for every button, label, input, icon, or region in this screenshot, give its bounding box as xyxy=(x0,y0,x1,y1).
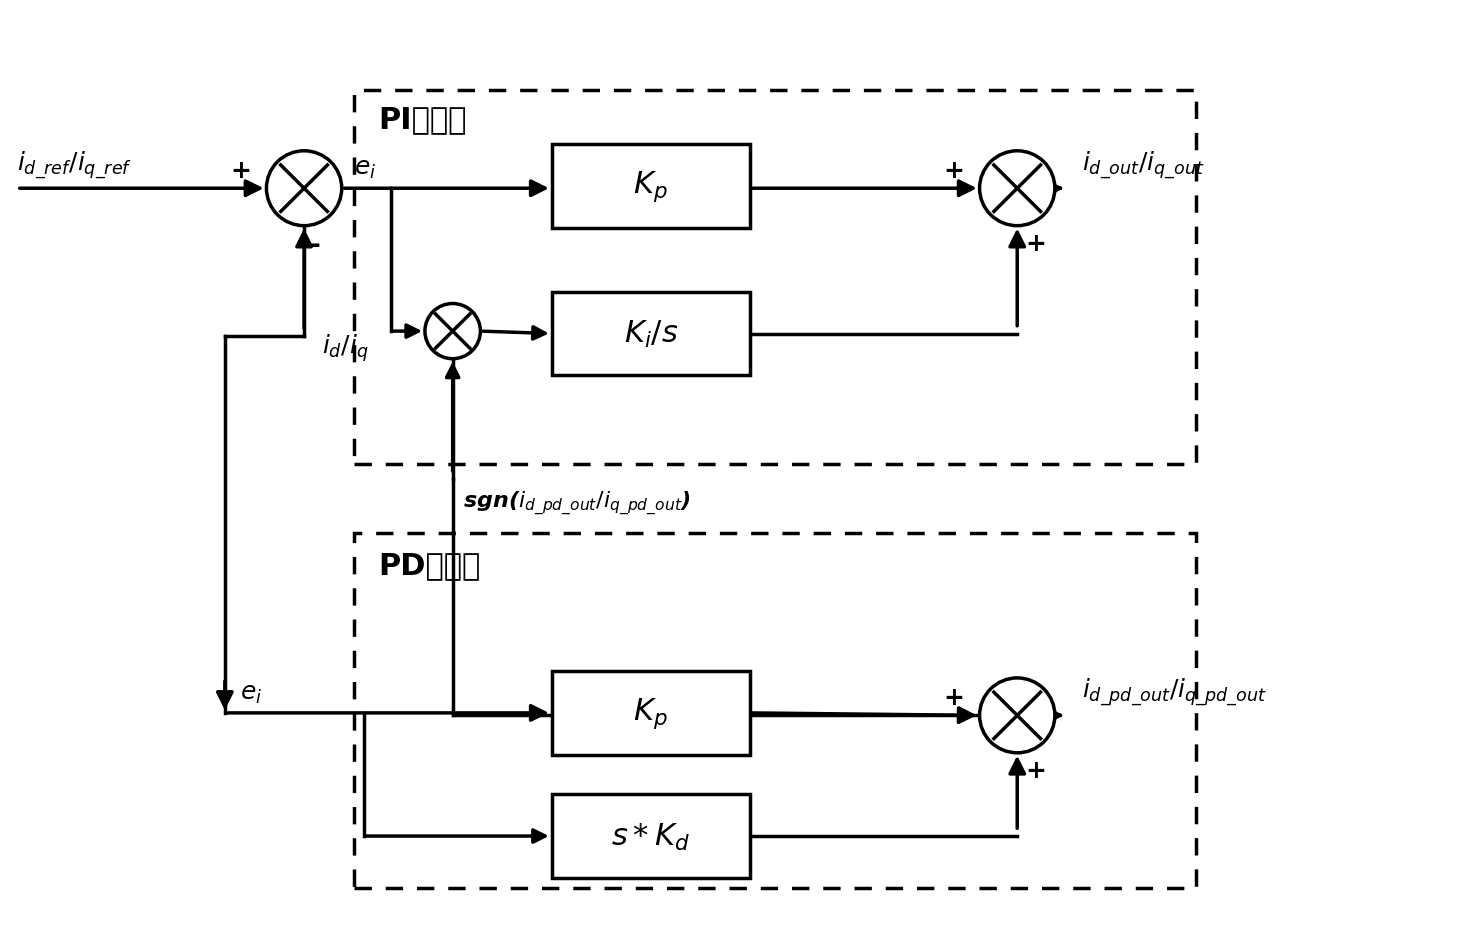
Text: $i_{d\_pd\_out}/i_{q\_pd\_out}$: $i_{d\_pd\_out}/i_{q\_pd\_out}$ xyxy=(1081,676,1266,708)
Text: $K_i/s$: $K_i/s$ xyxy=(624,319,678,349)
Bar xyxy=(354,91,1196,464)
Text: PD调节器: PD调节器 xyxy=(379,550,481,580)
Text: $K_p$: $K_p$ xyxy=(634,696,669,731)
Text: sgn($i_{d\_pd\_out}/i_{q\_pd\_out}$): sgn($i_{d\_pd\_out}/i_{q\_pd\_out}$) xyxy=(462,489,691,517)
Bar xyxy=(552,794,750,878)
Text: $e_i$: $e_i$ xyxy=(240,682,262,705)
Text: +: + xyxy=(944,685,965,710)
Text: +: + xyxy=(1026,758,1046,782)
Text: $i_{d\_ref}/i_{q\_ref}$: $i_{d\_ref}/i_{q\_ref}$ xyxy=(17,150,133,181)
Circle shape xyxy=(979,152,1055,227)
Circle shape xyxy=(979,678,1055,753)
Text: $e_i$: $e_i$ xyxy=(354,158,376,181)
Text: +: + xyxy=(944,160,965,183)
Text: $s*K_d$: $s*K_d$ xyxy=(612,820,691,851)
Bar xyxy=(552,144,750,228)
Bar xyxy=(354,533,1196,888)
Text: −: − xyxy=(296,231,322,261)
Bar xyxy=(552,671,750,755)
Circle shape xyxy=(425,304,481,360)
Text: +: + xyxy=(1026,231,1046,255)
Bar xyxy=(552,293,750,376)
Text: PI调节器: PI调节器 xyxy=(379,106,466,134)
Text: $i_d/i_q$: $i_d/i_q$ xyxy=(322,331,369,363)
Text: +: + xyxy=(230,160,252,183)
Text: $K_p$: $K_p$ xyxy=(634,169,669,204)
Circle shape xyxy=(267,152,342,227)
Text: $i_{d\_out}/i_{q\_out}$: $i_{d\_out}/i_{q\_out}$ xyxy=(1081,150,1203,181)
